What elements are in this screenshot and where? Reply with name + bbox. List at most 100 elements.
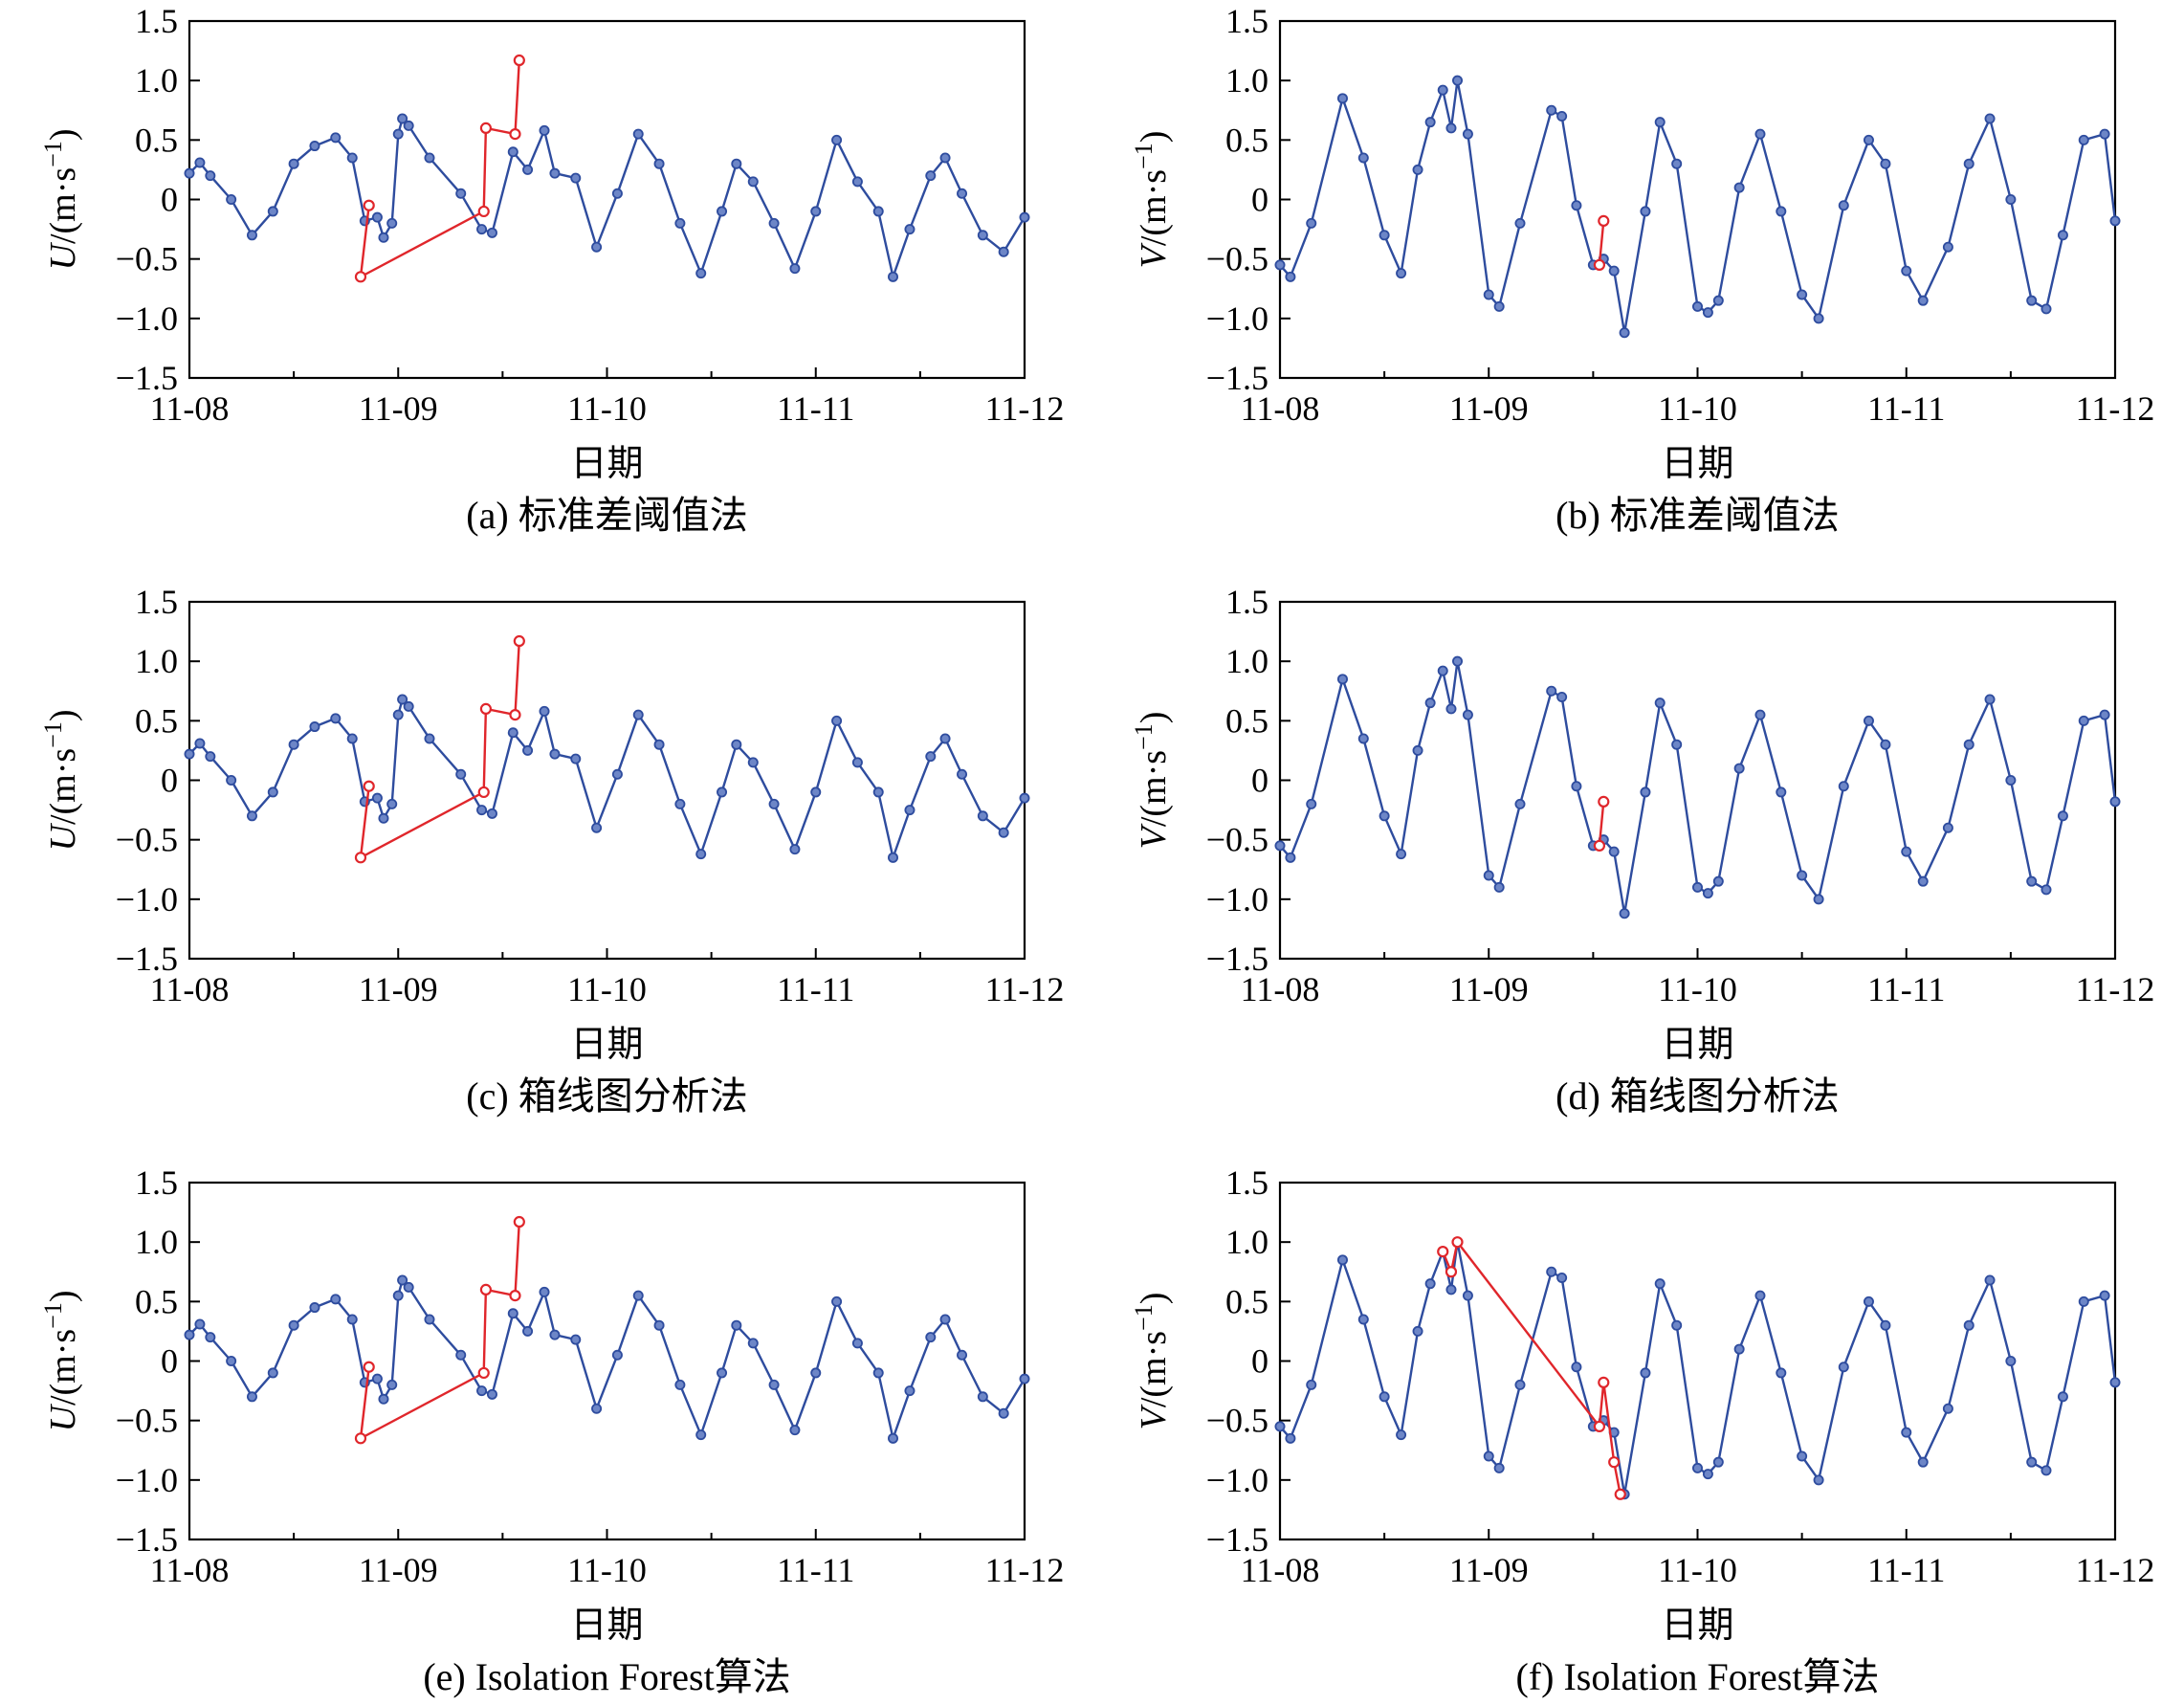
y-axis-label-close: ) — [1134, 712, 1174, 724]
data-point — [2005, 1356, 2017, 1367]
anomaly-line — [1598, 801, 1605, 847]
data-point — [2057, 810, 2068, 822]
anomaly-point — [354, 852, 367, 864]
anomaly-point — [477, 205, 490, 218]
data-point — [1514, 798, 1526, 809]
data-point — [1702, 1469, 1713, 1480]
data-point — [2005, 775, 2017, 786]
data-point — [1671, 158, 1683, 169]
data-point — [789, 1425, 801, 1436]
anomaly-point — [1445, 1266, 1458, 1278]
data-point — [851, 1338, 863, 1349]
data-point — [1901, 846, 1912, 857]
data-point — [507, 727, 518, 739]
anomaly-point — [477, 786, 490, 799]
data-point — [1619, 327, 1630, 339]
y-axis-label-exponent: −1 — [39, 141, 67, 167]
data-point — [768, 1379, 780, 1390]
x-axis-label: 日期 — [570, 444, 643, 484]
y-tick-label: 0 — [1251, 1342, 1268, 1381]
y-tick-label: 1.0 — [1225, 61, 1268, 100]
y-tick-label: 0.5 — [1225, 121, 1268, 159]
y-tick-label: −1.0 — [116, 1461, 178, 1499]
data-point — [632, 1290, 644, 1301]
y-axis-label-exponent: −1 — [1130, 143, 1158, 169]
data-point — [1863, 134, 1874, 145]
data-point — [226, 1356, 237, 1367]
data-point — [522, 744, 534, 756]
data-point — [309, 721, 320, 733]
y-tick-label: 0.5 — [135, 1282, 178, 1320]
data-point — [872, 786, 884, 798]
y-axis-label: V/(m·s−1) — [1130, 712, 1174, 850]
y-tick-label: 0 — [161, 181, 178, 219]
y-tick-label: −1.0 — [1206, 299, 1268, 338]
data-point — [1654, 698, 1666, 709]
anomaly-line — [1598, 220, 1605, 266]
data-point — [1671, 1319, 1683, 1331]
data-point — [309, 1302, 320, 1314]
y-tick-label: 0 — [1251, 181, 1268, 219]
y-tick-label: −1.5 — [116, 359, 178, 397]
data-point — [346, 152, 358, 164]
anomaly-point — [509, 709, 521, 721]
y-tick-label: −1.5 — [1206, 940, 1268, 978]
y-axis-label-exponent: −1 — [1130, 723, 1158, 750]
data-point — [570, 753, 582, 764]
data-point — [1619, 908, 1630, 919]
x-axis-label: 日期 — [570, 1605, 643, 1646]
x-tick-label: 11-12 — [2076, 970, 2155, 1008]
data-point — [1483, 289, 1494, 300]
data-point — [904, 805, 916, 816]
data-point — [653, 158, 665, 169]
y-tick-label: 1.5 — [135, 1163, 178, 1202]
data-point — [386, 1379, 398, 1390]
data-point — [1838, 781, 1849, 792]
data-point — [1483, 1450, 1494, 1462]
data-point — [226, 193, 237, 205]
panel-caption: (d) 箱线图分析法 — [1555, 1074, 1840, 1118]
data-point — [1880, 158, 1891, 169]
data-point — [1379, 230, 1390, 241]
y-axis-label: U/(m·s−1) — [39, 129, 83, 271]
x-tick-label: 11-12 — [985, 970, 1065, 1008]
data-point — [925, 751, 937, 763]
data-point — [1019, 792, 1030, 804]
data-point — [378, 812, 389, 824]
data-point — [549, 1329, 561, 1340]
data-point — [288, 739, 299, 750]
data-point — [403, 120, 414, 131]
x-tick-label: 11-11 — [777, 970, 854, 1008]
y-axis-label-unit: /(m·s — [1134, 169, 1174, 246]
data-point — [1942, 822, 1953, 833]
data-point — [1336, 93, 1348, 104]
y-tick-label: 0.5 — [1225, 1282, 1268, 1320]
x-tick-label: 11-08 — [150, 970, 230, 1008]
data-point — [549, 167, 561, 179]
y-axis-label: V/(m·s−1) — [1130, 1293, 1174, 1430]
data-point — [424, 733, 435, 744]
anomaly-point — [363, 780, 375, 792]
data-point — [851, 757, 863, 768]
data-point — [888, 852, 899, 863]
data-point — [925, 1332, 937, 1343]
data-point — [194, 157, 206, 168]
y-tick-label: 1.5 — [1225, 583, 1268, 621]
data-point — [184, 748, 195, 760]
data-point — [1942, 241, 1953, 253]
x-tick-label: 11-08 — [1241, 970, 1320, 1008]
data-point — [1838, 200, 1849, 211]
data-point — [1712, 295, 1724, 306]
data-point — [998, 1407, 1009, 1419]
y-axis-label-close: ) — [1134, 1293, 1174, 1305]
data-point — [1797, 870, 1808, 881]
y-tick-label: 1.5 — [135, 2, 178, 40]
data-point — [539, 705, 550, 717]
data-point — [1671, 739, 1683, 750]
data-point — [611, 188, 623, 199]
plot-frame — [188, 19, 1026, 380]
data-point — [1608, 265, 1620, 277]
y-tick-label: −1.0 — [116, 880, 178, 919]
y-tick-label: 0.5 — [1225, 701, 1268, 740]
